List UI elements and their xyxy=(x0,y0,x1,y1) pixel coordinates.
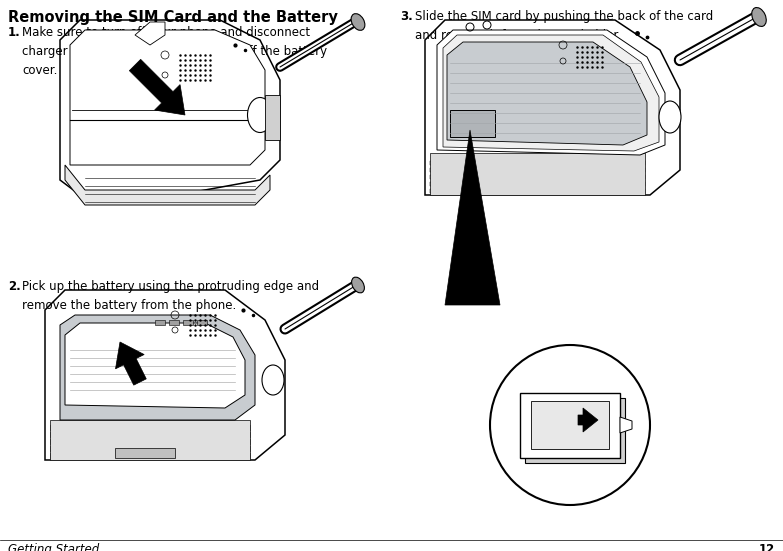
Polygon shape xyxy=(430,161,645,165)
Text: 12: 12 xyxy=(759,543,775,551)
Text: 2.: 2. xyxy=(8,280,21,293)
Polygon shape xyxy=(135,22,165,45)
Polygon shape xyxy=(129,60,185,115)
Text: Getting Started: Getting Started xyxy=(8,543,99,551)
Ellipse shape xyxy=(659,101,681,133)
Polygon shape xyxy=(430,153,645,195)
Polygon shape xyxy=(65,165,270,205)
Polygon shape xyxy=(65,323,245,408)
Polygon shape xyxy=(620,417,632,433)
Text: Removing the SIM Card and the Battery: Removing the SIM Card and the Battery xyxy=(8,10,338,25)
Text: Pick up the battery using the protruding edge and
remove the battery from the ph: Pick up the battery using the protruding… xyxy=(22,280,319,312)
Ellipse shape xyxy=(247,98,272,132)
Ellipse shape xyxy=(351,14,365,30)
Polygon shape xyxy=(450,110,495,137)
Polygon shape xyxy=(169,320,179,325)
Polygon shape xyxy=(50,420,250,460)
Polygon shape xyxy=(520,392,620,457)
Polygon shape xyxy=(115,448,175,458)
Polygon shape xyxy=(50,446,250,451)
Text: 1.: 1. xyxy=(8,26,21,39)
Ellipse shape xyxy=(752,8,767,26)
Text: 3.: 3. xyxy=(400,10,413,23)
Polygon shape xyxy=(60,20,280,200)
Text: Slide the SIM card by pushing the back of the card
and remove it from the SIM ho: Slide the SIM card by pushing the back o… xyxy=(415,10,713,42)
Polygon shape xyxy=(578,408,598,432)
Polygon shape xyxy=(531,401,609,449)
Polygon shape xyxy=(45,290,285,460)
Polygon shape xyxy=(430,189,645,193)
Polygon shape xyxy=(437,30,665,155)
Polygon shape xyxy=(525,397,625,462)
Polygon shape xyxy=(70,30,265,165)
Polygon shape xyxy=(50,439,250,444)
Polygon shape xyxy=(443,35,659,151)
Polygon shape xyxy=(430,182,645,186)
Polygon shape xyxy=(50,453,250,458)
Polygon shape xyxy=(445,130,500,305)
Polygon shape xyxy=(425,20,680,195)
Polygon shape xyxy=(183,320,193,325)
Polygon shape xyxy=(116,342,146,385)
Polygon shape xyxy=(430,175,645,179)
Ellipse shape xyxy=(352,277,364,293)
Polygon shape xyxy=(430,168,645,172)
Polygon shape xyxy=(265,95,280,140)
Polygon shape xyxy=(197,320,207,325)
Polygon shape xyxy=(447,42,647,145)
Text: Make sure to turn off your phone and disconnect
charger and other accessories. S: Make sure to turn off your phone and dis… xyxy=(22,26,327,77)
Ellipse shape xyxy=(262,365,284,395)
Polygon shape xyxy=(50,425,250,430)
Polygon shape xyxy=(155,320,165,325)
Polygon shape xyxy=(50,432,250,437)
Circle shape xyxy=(490,345,650,505)
Polygon shape xyxy=(60,315,255,420)
